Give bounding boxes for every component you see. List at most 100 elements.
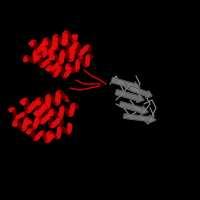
- Polygon shape: [33, 57, 37, 58]
- Polygon shape: [85, 45, 88, 49]
- Polygon shape: [33, 101, 36, 106]
- Polygon shape: [61, 41, 64, 46]
- Polygon shape: [62, 40, 68, 41]
- Polygon shape: [60, 66, 61, 71]
- Polygon shape: [63, 129, 66, 132]
- Polygon shape: [68, 112, 71, 117]
- Polygon shape: [34, 108, 40, 109]
- Polygon shape: [24, 105, 29, 106]
- Polygon shape: [43, 54, 44, 58]
- Polygon shape: [43, 103, 47, 107]
- Polygon shape: [44, 104, 47, 108]
- Polygon shape: [58, 115, 63, 117]
- Polygon shape: [16, 120, 19, 124]
- Polygon shape: [13, 115, 17, 116]
- Polygon shape: [52, 123, 55, 127]
- Polygon shape: [46, 38, 47, 43]
- Polygon shape: [45, 114, 51, 116]
- Polygon shape: [23, 112, 24, 116]
- Polygon shape: [33, 123, 38, 125]
- Polygon shape: [27, 121, 29, 124]
- Polygon shape: [54, 134, 57, 138]
- Polygon shape: [43, 39, 48, 43]
- Polygon shape: [35, 49, 39, 52]
- Polygon shape: [63, 96, 67, 100]
- Polygon shape: [46, 39, 50, 44]
- Polygon shape: [68, 112, 71, 116]
- Polygon shape: [56, 70, 60, 73]
- Polygon shape: [76, 59, 80, 63]
- Polygon shape: [29, 122, 33, 125]
- Polygon shape: [76, 60, 80, 62]
- Polygon shape: [24, 119, 29, 122]
- Polygon shape: [69, 57, 74, 59]
- Polygon shape: [62, 40, 68, 41]
- Polygon shape: [18, 125, 23, 128]
- Polygon shape: [52, 99, 57, 103]
- Polygon shape: [24, 99, 28, 102]
- Polygon shape: [37, 113, 42, 115]
- Polygon shape: [33, 59, 34, 63]
- Polygon shape: [49, 136, 53, 139]
- Polygon shape: [72, 45, 76, 49]
- Polygon shape: [27, 120, 31, 123]
- Polygon shape: [27, 119, 31, 123]
- Polygon shape: [42, 43, 45, 46]
- Polygon shape: [47, 59, 49, 63]
- Polygon shape: [35, 111, 40, 114]
- Polygon shape: [38, 116, 42, 117]
- Polygon shape: [86, 46, 91, 49]
- Polygon shape: [56, 93, 61, 95]
- Polygon shape: [35, 112, 38, 116]
- Polygon shape: [21, 113, 23, 117]
- Polygon shape: [46, 114, 50, 118]
- Polygon shape: [42, 131, 43, 135]
- Polygon shape: [29, 106, 34, 109]
- Polygon shape: [56, 58, 60, 62]
- Polygon shape: [39, 132, 42, 135]
- Polygon shape: [32, 59, 34, 63]
- Polygon shape: [66, 71, 70, 73]
- Polygon shape: [48, 62, 52, 63]
- Polygon shape: [44, 47, 49, 49]
- Polygon shape: [30, 129, 32, 133]
- Polygon shape: [56, 135, 57, 139]
- Polygon shape: [43, 62, 47, 65]
- Polygon shape: [53, 35, 58, 39]
- Polygon shape: [79, 59, 82, 63]
- Polygon shape: [23, 127, 24, 131]
- Polygon shape: [66, 47, 71, 48]
- Polygon shape: [64, 74, 65, 78]
- Polygon shape: [54, 44, 56, 48]
- Polygon shape: [69, 111, 74, 113]
- Polygon shape: [50, 71, 55, 73]
- Polygon shape: [65, 97, 70, 101]
- Polygon shape: [74, 68, 76, 72]
- Polygon shape: [47, 114, 49, 119]
- Polygon shape: [23, 117, 27, 118]
- Polygon shape: [45, 105, 50, 107]
- Polygon shape: [22, 126, 27, 129]
- Polygon shape: [47, 66, 51, 70]
- Polygon shape: [46, 59, 49, 63]
- Polygon shape: [60, 92, 64, 97]
- Polygon shape: [57, 118, 60, 122]
- Polygon shape: [13, 113, 16, 114]
- Polygon shape: [30, 129, 33, 133]
- Polygon shape: [52, 73, 55, 76]
- Polygon shape: [22, 126, 27, 128]
- Polygon shape: [38, 56, 42, 59]
- Polygon shape: [34, 47, 38, 49]
- Polygon shape: [70, 108, 75, 110]
- Polygon shape: [87, 48, 91, 50]
- Polygon shape: [55, 57, 59, 61]
- Polygon shape: [33, 101, 36, 106]
- Polygon shape: [45, 113, 50, 115]
- Polygon shape: [46, 139, 47, 143]
- Polygon shape: [49, 94, 52, 99]
- Polygon shape: [78, 54, 82, 58]
- Polygon shape: [65, 39, 69, 43]
- Polygon shape: [69, 112, 73, 116]
- Polygon shape: [68, 57, 71, 61]
- Polygon shape: [60, 69, 64, 71]
